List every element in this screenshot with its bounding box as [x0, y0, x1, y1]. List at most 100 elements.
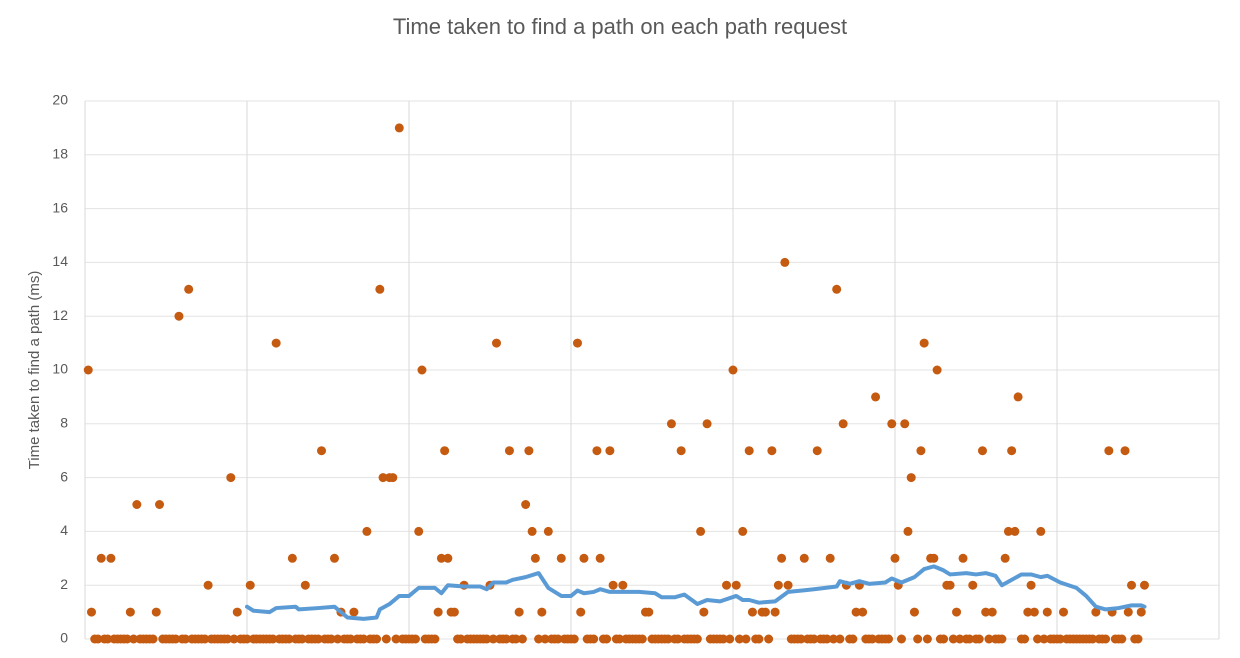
data-point	[770, 607, 780, 617]
data-point	[223, 634, 233, 644]
data-point	[913, 634, 923, 644]
data-point	[1003, 526, 1013, 536]
data-point	[903, 526, 913, 536]
data-point	[96, 553, 106, 563]
data-point	[521, 500, 531, 509]
data-point	[349, 607, 359, 617]
data-point	[725, 634, 735, 644]
y-tick-label: 10	[52, 361, 68, 377]
data-point	[271, 338, 281, 348]
data-point	[858, 607, 868, 617]
data-point	[394, 123, 404, 133]
data-point	[129, 634, 139, 644]
data-point	[1091, 607, 1101, 617]
data-point	[1139, 580, 1149, 590]
y-tick-label: 18	[52, 146, 68, 162]
data-point	[738, 526, 748, 536]
data-point	[242, 634, 252, 644]
y-tick-label: 14	[52, 253, 68, 269]
y-axis-label: Time taken to find a path (ms)	[26, 271, 43, 470]
data-point	[579, 553, 589, 563]
data-point	[1055, 634, 1065, 644]
data-point	[968, 580, 978, 590]
data-point	[232, 607, 242, 617]
data-point	[663, 634, 673, 644]
data-point	[825, 553, 835, 563]
data-point	[106, 553, 116, 563]
data-point	[297, 634, 307, 644]
data-point	[848, 634, 858, 644]
data-point	[958, 553, 968, 563]
data-point	[728, 365, 738, 375]
data-point	[945, 580, 955, 590]
data-point	[906, 473, 916, 483]
data-point	[799, 553, 809, 563]
data-point	[974, 634, 984, 644]
data-point	[1023, 607, 1033, 617]
data-point	[822, 634, 832, 644]
data-point	[174, 311, 184, 321]
data-point	[410, 634, 420, 644]
data-point	[482, 634, 492, 644]
data-point	[965, 634, 975, 644]
data-point	[832, 284, 842, 294]
data-point	[534, 634, 544, 644]
data-point	[317, 446, 327, 456]
data-point	[501, 634, 511, 644]
data-point	[909, 607, 919, 617]
data-point	[300, 580, 310, 590]
data-point	[436, 553, 446, 563]
data-point	[773, 580, 783, 590]
data-point	[86, 607, 96, 617]
data-point	[796, 634, 806, 644]
data-point	[589, 634, 599, 644]
data-point	[103, 634, 113, 644]
data-point	[1101, 634, 1111, 644]
data-point	[595, 553, 605, 563]
data-point	[896, 634, 906, 644]
data-point	[702, 419, 712, 429]
data-point	[676, 446, 686, 456]
data-point	[491, 338, 501, 348]
data-point	[722, 580, 732, 590]
data-point	[939, 634, 949, 644]
data-point	[125, 607, 135, 617]
data-point	[514, 607, 524, 617]
data-point	[1123, 607, 1133, 617]
data-point	[488, 634, 498, 644]
data-point	[871, 392, 881, 402]
chart-title: Time taken to find a path on each path r…	[393, 14, 847, 39]
data-point	[556, 553, 566, 563]
data-point	[313, 634, 323, 644]
data-point	[530, 553, 540, 563]
data-point	[456, 634, 466, 644]
data-point	[517, 634, 527, 644]
data-point	[151, 607, 161, 617]
data-point	[747, 607, 757, 617]
data-point	[731, 580, 741, 590]
data-point	[362, 526, 372, 536]
data-point	[200, 634, 210, 644]
data-point	[666, 419, 676, 429]
y-tick-label: 12	[52, 307, 68, 323]
data-point	[1133, 634, 1143, 644]
data-point	[378, 473, 388, 483]
data-point	[984, 634, 994, 644]
data-point	[1136, 607, 1146, 617]
data-point	[900, 419, 910, 429]
data-point	[997, 634, 1007, 644]
data-point	[1058, 607, 1068, 617]
data-point	[537, 607, 547, 617]
data-point	[932, 365, 942, 375]
data-point	[1029, 607, 1039, 617]
data-point	[838, 419, 848, 429]
data-point	[1039, 634, 1049, 644]
data-point	[329, 553, 339, 563]
data-point	[615, 634, 625, 644]
data-point	[987, 607, 997, 617]
data-point	[760, 607, 770, 617]
data-point	[1127, 580, 1137, 590]
data-point	[618, 580, 628, 590]
data-point	[1120, 446, 1130, 456]
